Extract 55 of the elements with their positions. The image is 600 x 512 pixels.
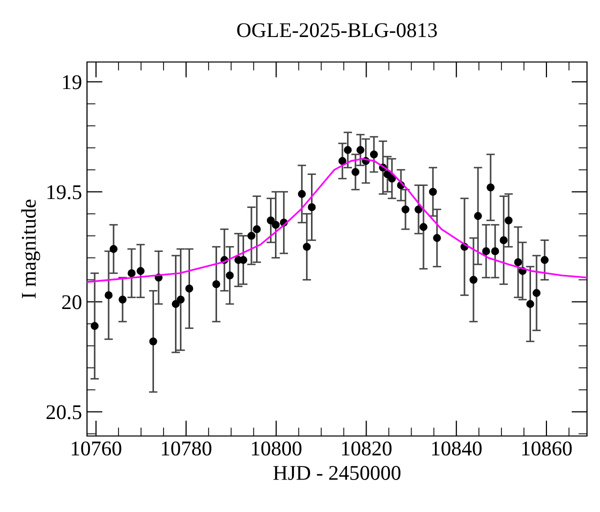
point: [128, 269, 136, 278]
point: [491, 247, 500, 256]
point: [526, 300, 534, 308]
y-tick-label: 19: [63, 75, 82, 90]
point: [433, 234, 441, 242]
y-tick-label: 20.5: [46, 405, 82, 420]
point: [470, 276, 478, 284]
point: [226, 271, 234, 280]
point: [504, 216, 513, 224]
point: [308, 203, 316, 212]
x-tick-label: 10820: [342, 441, 392, 456]
point: [540, 256, 549, 264]
point: [272, 220, 280, 229]
point: [532, 289, 540, 297]
point: [486, 183, 495, 192]
point: [252, 225, 261, 234]
point: [90, 322, 99, 330]
point: [388, 174, 396, 183]
point: [344, 146, 352, 154]
point: [247, 232, 256, 240]
point: [176, 296, 185, 304]
point: [302, 242, 311, 251]
point: [104, 291, 113, 300]
x-tick-label: 10840: [432, 441, 482, 456]
point: [136, 267, 145, 275]
point: [172, 300, 180, 308]
point: [212, 280, 220, 288]
chart-title: OGLE-2025-BLG-0813: [237, 23, 437, 38]
point: [338, 157, 346, 165]
point: [185, 284, 194, 293]
point: [298, 190, 306, 198]
x-axis-title: HJD - 2450000: [273, 466, 400, 480]
point: [352, 168, 360, 176]
point: [420, 223, 428, 231]
point: [118, 296, 127, 304]
x-tick-label: 10860: [522, 441, 572, 456]
x-tick-label: 10760: [72, 441, 122, 456]
point: [414, 205, 422, 214]
point: [500, 236, 508, 244]
point: [370, 150, 378, 158]
y-tick-label: 20: [62, 295, 82, 310]
point: [149, 337, 158, 346]
point: [402, 205, 410, 214]
point: [474, 212, 482, 220]
y-tick-label: 19.5: [48, 185, 82, 200]
point: [110, 245, 118, 253]
point: [428, 188, 437, 196]
point: [514, 258, 522, 266]
y-axis-title: I magnitude: [21, 200, 40, 298]
x-tick-label: 10800: [252, 441, 302, 456]
point: [266, 216, 275, 224]
point: [482, 247, 490, 256]
point: [356, 146, 364, 154]
x-tick-label: 10780: [162, 441, 212, 456]
line-series: [87, 158, 587, 283]
